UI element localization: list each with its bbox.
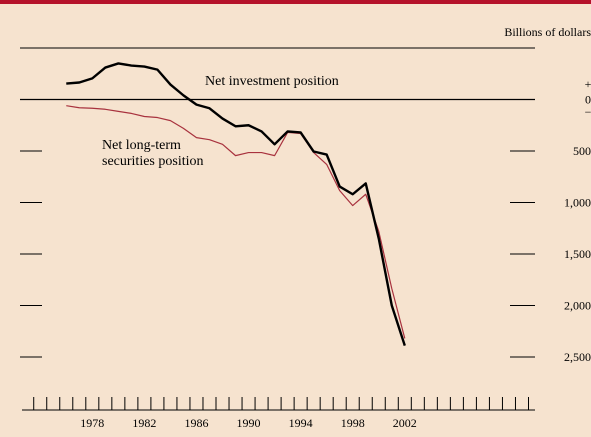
y-tick-label: 500 <box>573 144 591 158</box>
series-label: securities position <box>102 154 204 169</box>
unit-label: Billions of dollars <box>504 25 591 39</box>
x-tick-label: 1982 <box>132 416 156 430</box>
series-label: Net long-term <box>102 138 181 153</box>
x-tick-label: 1998 <box>341 416 365 430</box>
x-tick-label: 1978 <box>80 416 104 430</box>
x-tick-label: 1990 <box>237 416 261 430</box>
top-rule <box>0 0 591 4</box>
x-tick-label: 1986 <box>184 416 208 430</box>
minus-sign: − <box>585 105 591 119</box>
y-tick-label: 0 <box>585 92 591 106</box>
series-line <box>66 62 406 347</box>
series-label: Net investment position <box>205 74 339 89</box>
y-tick-label: 2,000 <box>564 298 591 312</box>
series-line <box>66 105 406 339</box>
x-tick-label: 2002 <box>393 416 417 430</box>
x-tick-label: 1994 <box>289 416 313 430</box>
y-tick-label: 1,000 <box>564 195 591 209</box>
y-tick-label: 2,500 <box>564 350 591 364</box>
y-tick-label: 1,500 <box>564 247 591 261</box>
plus-sign: + <box>585 77 591 91</box>
